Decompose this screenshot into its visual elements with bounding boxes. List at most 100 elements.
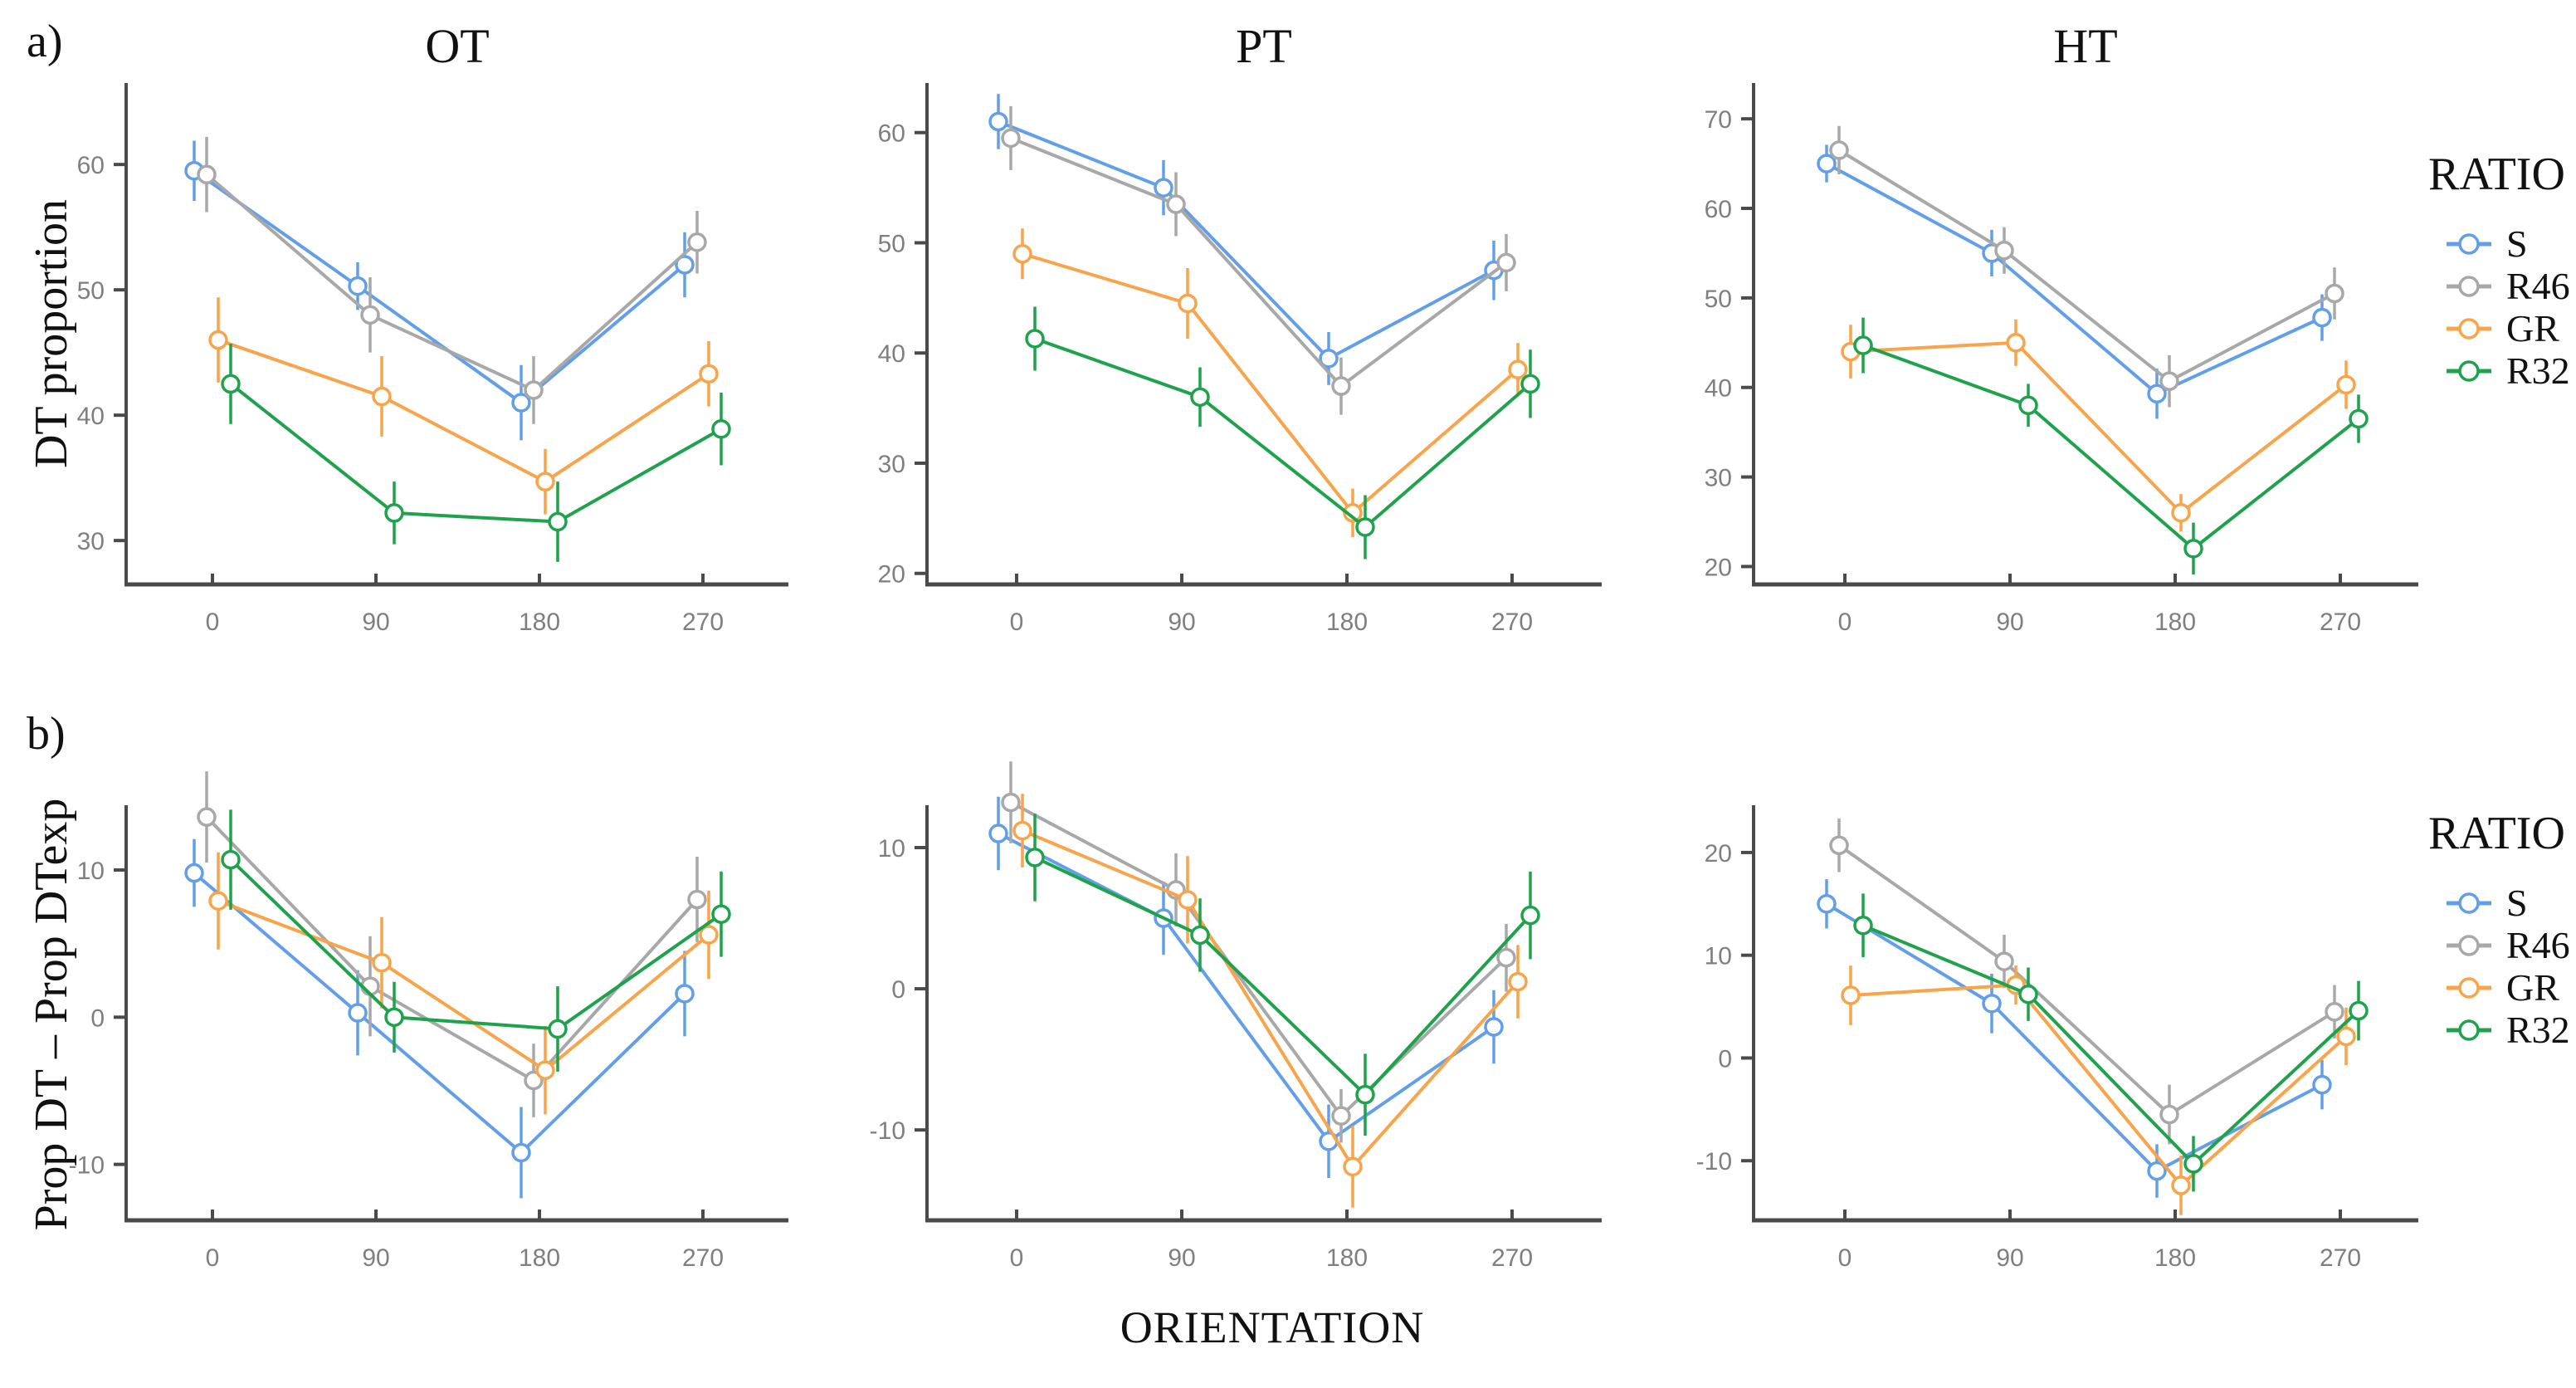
r46-series-marker-icon [2447, 934, 2491, 956]
tick-label: 60 [878, 120, 905, 148]
data-point-marker [511, 1142, 531, 1163]
tick-label: 30 [77, 528, 105, 555]
data-point-marker [2183, 539, 2203, 559]
tick-label: 90 [1996, 608, 2023, 636]
data-point-marker [197, 807, 217, 827]
data-point-marker [1025, 329, 1045, 349]
data-point-marker [535, 1060, 555, 1080]
tick-label: 270 [682, 1244, 724, 1272]
tick-label: 180 [1326, 608, 1368, 636]
data-point-marker [675, 984, 695, 1004]
tick-label: 0 [206, 1244, 220, 1272]
data-point-marker [711, 904, 731, 924]
series-line [229, 382, 722, 524]
data-point-marker [221, 374, 241, 394]
data-point-marker [1190, 925, 1210, 946]
tick-label: -10 [69, 1152, 105, 1180]
data-point-marker [1001, 792, 1021, 813]
series-line [998, 120, 1495, 361]
series-S [988, 94, 1504, 385]
tick-label: 0 [1838, 608, 1852, 636]
tick-label: 180 [2154, 1244, 2196, 1272]
data-point-marker [2349, 1000, 2369, 1021]
tick-label: 270 [2320, 1244, 2361, 1272]
panel-b-label: b) [27, 708, 66, 760]
data-point-marker [2171, 1175, 2191, 1195]
legend-row-b: RATIO S R46 GR R32 [2428, 807, 2576, 1051]
legend-title: RATIO [2428, 149, 2565, 200]
data-point-marker [221, 849, 241, 870]
series-line [998, 832, 1495, 1144]
data-point-marker [1484, 1017, 1504, 1037]
tick-label: 180 [2154, 608, 2196, 636]
data-point-marker [1355, 1084, 1375, 1105]
data-point-marker [1496, 252, 1516, 273]
series-line [1034, 337, 1532, 530]
legend-entry-r46: R46 [2428, 924, 2576, 966]
data-point-marker [208, 891, 228, 911]
panel-a-OT: 30 40 50 60 0 90 180 270 [77, 83, 788, 636]
panel-b-OT: -10 0 10 0 90 180 270 [69, 771, 788, 1272]
data-point-marker [1829, 140, 1849, 160]
series-R32 [221, 344, 731, 562]
legend-entry-label: GR [2506, 965, 2559, 1009]
series-R32 [1025, 306, 1540, 560]
data-point-marker [1190, 387, 1210, 408]
data-point-marker [988, 824, 1008, 843]
data-point-marker [1520, 374, 1540, 394]
tick-label: 0 [1838, 1244, 1852, 1272]
series-line [217, 899, 710, 1073]
data-point-marker [2171, 502, 2191, 523]
series-line [1850, 340, 2348, 516]
data-point-marker [2006, 333, 2026, 353]
series-R46 [1829, 819, 2344, 1145]
legend-row-a: RATIO S R46 GR R32 [2428, 148, 2576, 392]
series-R32 [1853, 317, 2369, 575]
data-point-marker [1178, 890, 1198, 910]
tick-label: 90 [362, 1244, 389, 1272]
data-point-marker [1829, 835, 1849, 856]
tick-label: 10 [878, 835, 905, 863]
data-point-marker [1012, 820, 1032, 841]
data-point-marker [184, 863, 204, 883]
tick-label: 90 [1996, 1244, 2023, 1272]
data-point-marker [384, 1007, 404, 1028]
data-point-marker [2018, 395, 2038, 416]
tick-label: 270 [682, 608, 724, 636]
tick-label: 40 [878, 340, 905, 368]
data-point-marker [2018, 984, 2038, 1004]
series-line [1850, 983, 2348, 1188]
data-point-marker [675, 255, 695, 275]
legend-entry-r46: R46 [2428, 265, 2576, 307]
tick-label: 270 [1491, 608, 1533, 636]
series-line [229, 858, 723, 1031]
series-line [1862, 923, 2360, 1166]
s-series-marker-icon [2447, 232, 2491, 255]
s-series-marker-icon [2447, 892, 2491, 914]
facet-title-ht: HT [2053, 19, 2118, 73]
series-line [1837, 149, 2335, 384]
tick-label: 180 [1326, 1244, 1368, 1272]
series-line [1022, 828, 1520, 1170]
data-point-marker [2147, 384, 2167, 404]
series-R46 [1001, 761, 1516, 1143]
series-line [1034, 856, 1532, 1097]
series-line [1837, 843, 2336, 1117]
data-point-marker [1853, 335, 1873, 355]
tick-label: 90 [1168, 608, 1195, 636]
series-line [217, 338, 710, 484]
series-GR [1841, 965, 2356, 1215]
tick-label: 70 [1705, 106, 1732, 134]
data-point-marker [1508, 971, 1528, 992]
tick-label: 50 [878, 230, 905, 257]
data-point-marker [1508, 359, 1528, 379]
tick-label: 90 [362, 608, 389, 636]
data-point-marker [699, 925, 719, 945]
data-point-marker [2183, 1154, 2203, 1174]
tick-label: -10 [870, 1117, 905, 1145]
tick-label: 90 [1168, 1244, 1195, 1272]
series-S [184, 140, 695, 441]
legend-entry-label: R32 [2506, 1008, 2570, 1051]
series-R32 [221, 809, 731, 1072]
legend-entry-label: S [2506, 222, 2528, 265]
